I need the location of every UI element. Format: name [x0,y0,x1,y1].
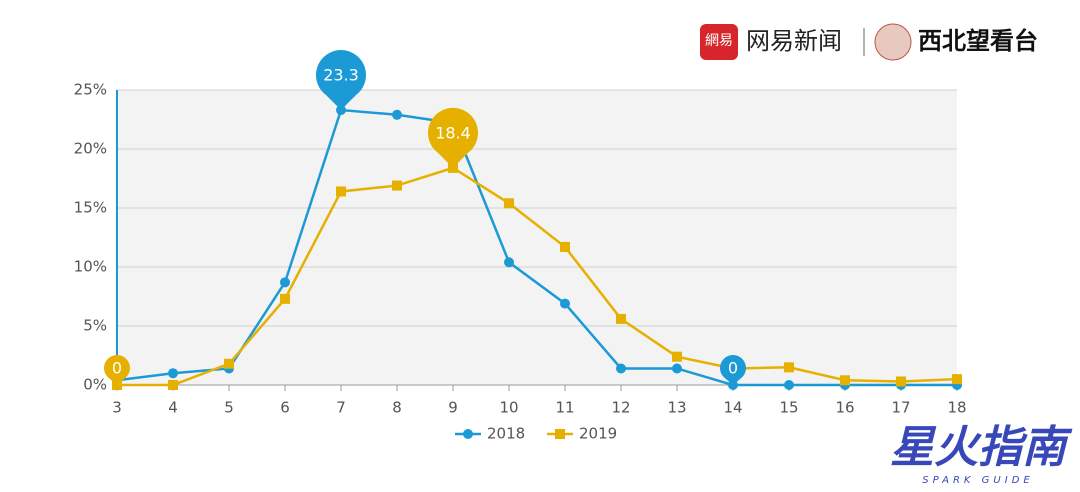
y-tick-label: 5% [83,317,107,335]
line [117,166,958,387]
legend-marker [463,429,473,439]
x-tick-label: 4 [168,399,178,417]
line [116,108,957,387]
x-tick-label: 15 [779,399,798,417]
data-label: 23.3 [323,66,359,85]
pin [720,355,747,385]
legend-label: 2019 [579,425,617,443]
x-tick-label: 9 [448,399,458,417]
marker [560,298,570,309]
marker [504,257,514,268]
plot-background [117,90,957,385]
legend-marker [555,429,565,439]
x-tick-label: 7 [336,399,346,417]
marker [392,109,402,120]
marker [840,375,850,386]
data-label: 0 [728,359,738,378]
y-tick-label: 10% [74,258,107,276]
data-label: 18.4 [435,123,471,142]
x-tick-label: 16 [835,399,854,417]
y-tick-label: 0% [83,376,107,394]
news-logo [700,24,738,60]
x-tick-label: 17 [891,399,910,417]
pin [104,355,130,385]
x-tick-label: 18 [947,399,966,417]
x-tick-label: 12 [611,399,630,417]
marker [952,374,962,385]
y-tick-label: 20% [74,140,107,158]
x-tick-label: 5 [224,399,234,417]
site-logo [874,23,912,61]
pin [427,107,478,168]
watermark: 星火指南 [890,422,1073,473]
marker [896,376,906,387]
marker [784,362,794,373]
x-tick-label: 13 [667,399,686,417]
marker [280,293,290,304]
marker [168,380,178,390]
site-name: 西北望看台 [918,27,1038,55]
marker [672,363,682,374]
marker [784,380,794,390]
news-name: 网易新闻 [746,27,842,55]
marker [616,363,626,374]
data-label: 0 [112,359,122,378]
x-tick-label: 14 [723,399,742,417]
marker [560,241,570,252]
legend-label: 2018 [487,425,525,443]
x-tick-label: 11 [555,399,574,417]
y-tick-label: 25% [74,81,107,99]
x-tick-label: 3 [112,399,122,417]
marker [224,358,234,369]
news-icon-text: 網易 [705,33,733,49]
y-tick-label: 15% [74,199,107,217]
marker [392,180,402,191]
marker [504,198,514,209]
x-tick-label: 10 [499,399,518,417]
marker [168,368,178,379]
x-tick-label: 8 [392,399,402,417]
marker [616,313,626,324]
marker [336,186,346,197]
watermark-sub: SPARK GUIDE [922,475,1033,486]
marker [672,351,682,362]
pin [316,50,366,111]
marker [280,277,290,288]
x-tick-label: 6 [280,399,290,417]
